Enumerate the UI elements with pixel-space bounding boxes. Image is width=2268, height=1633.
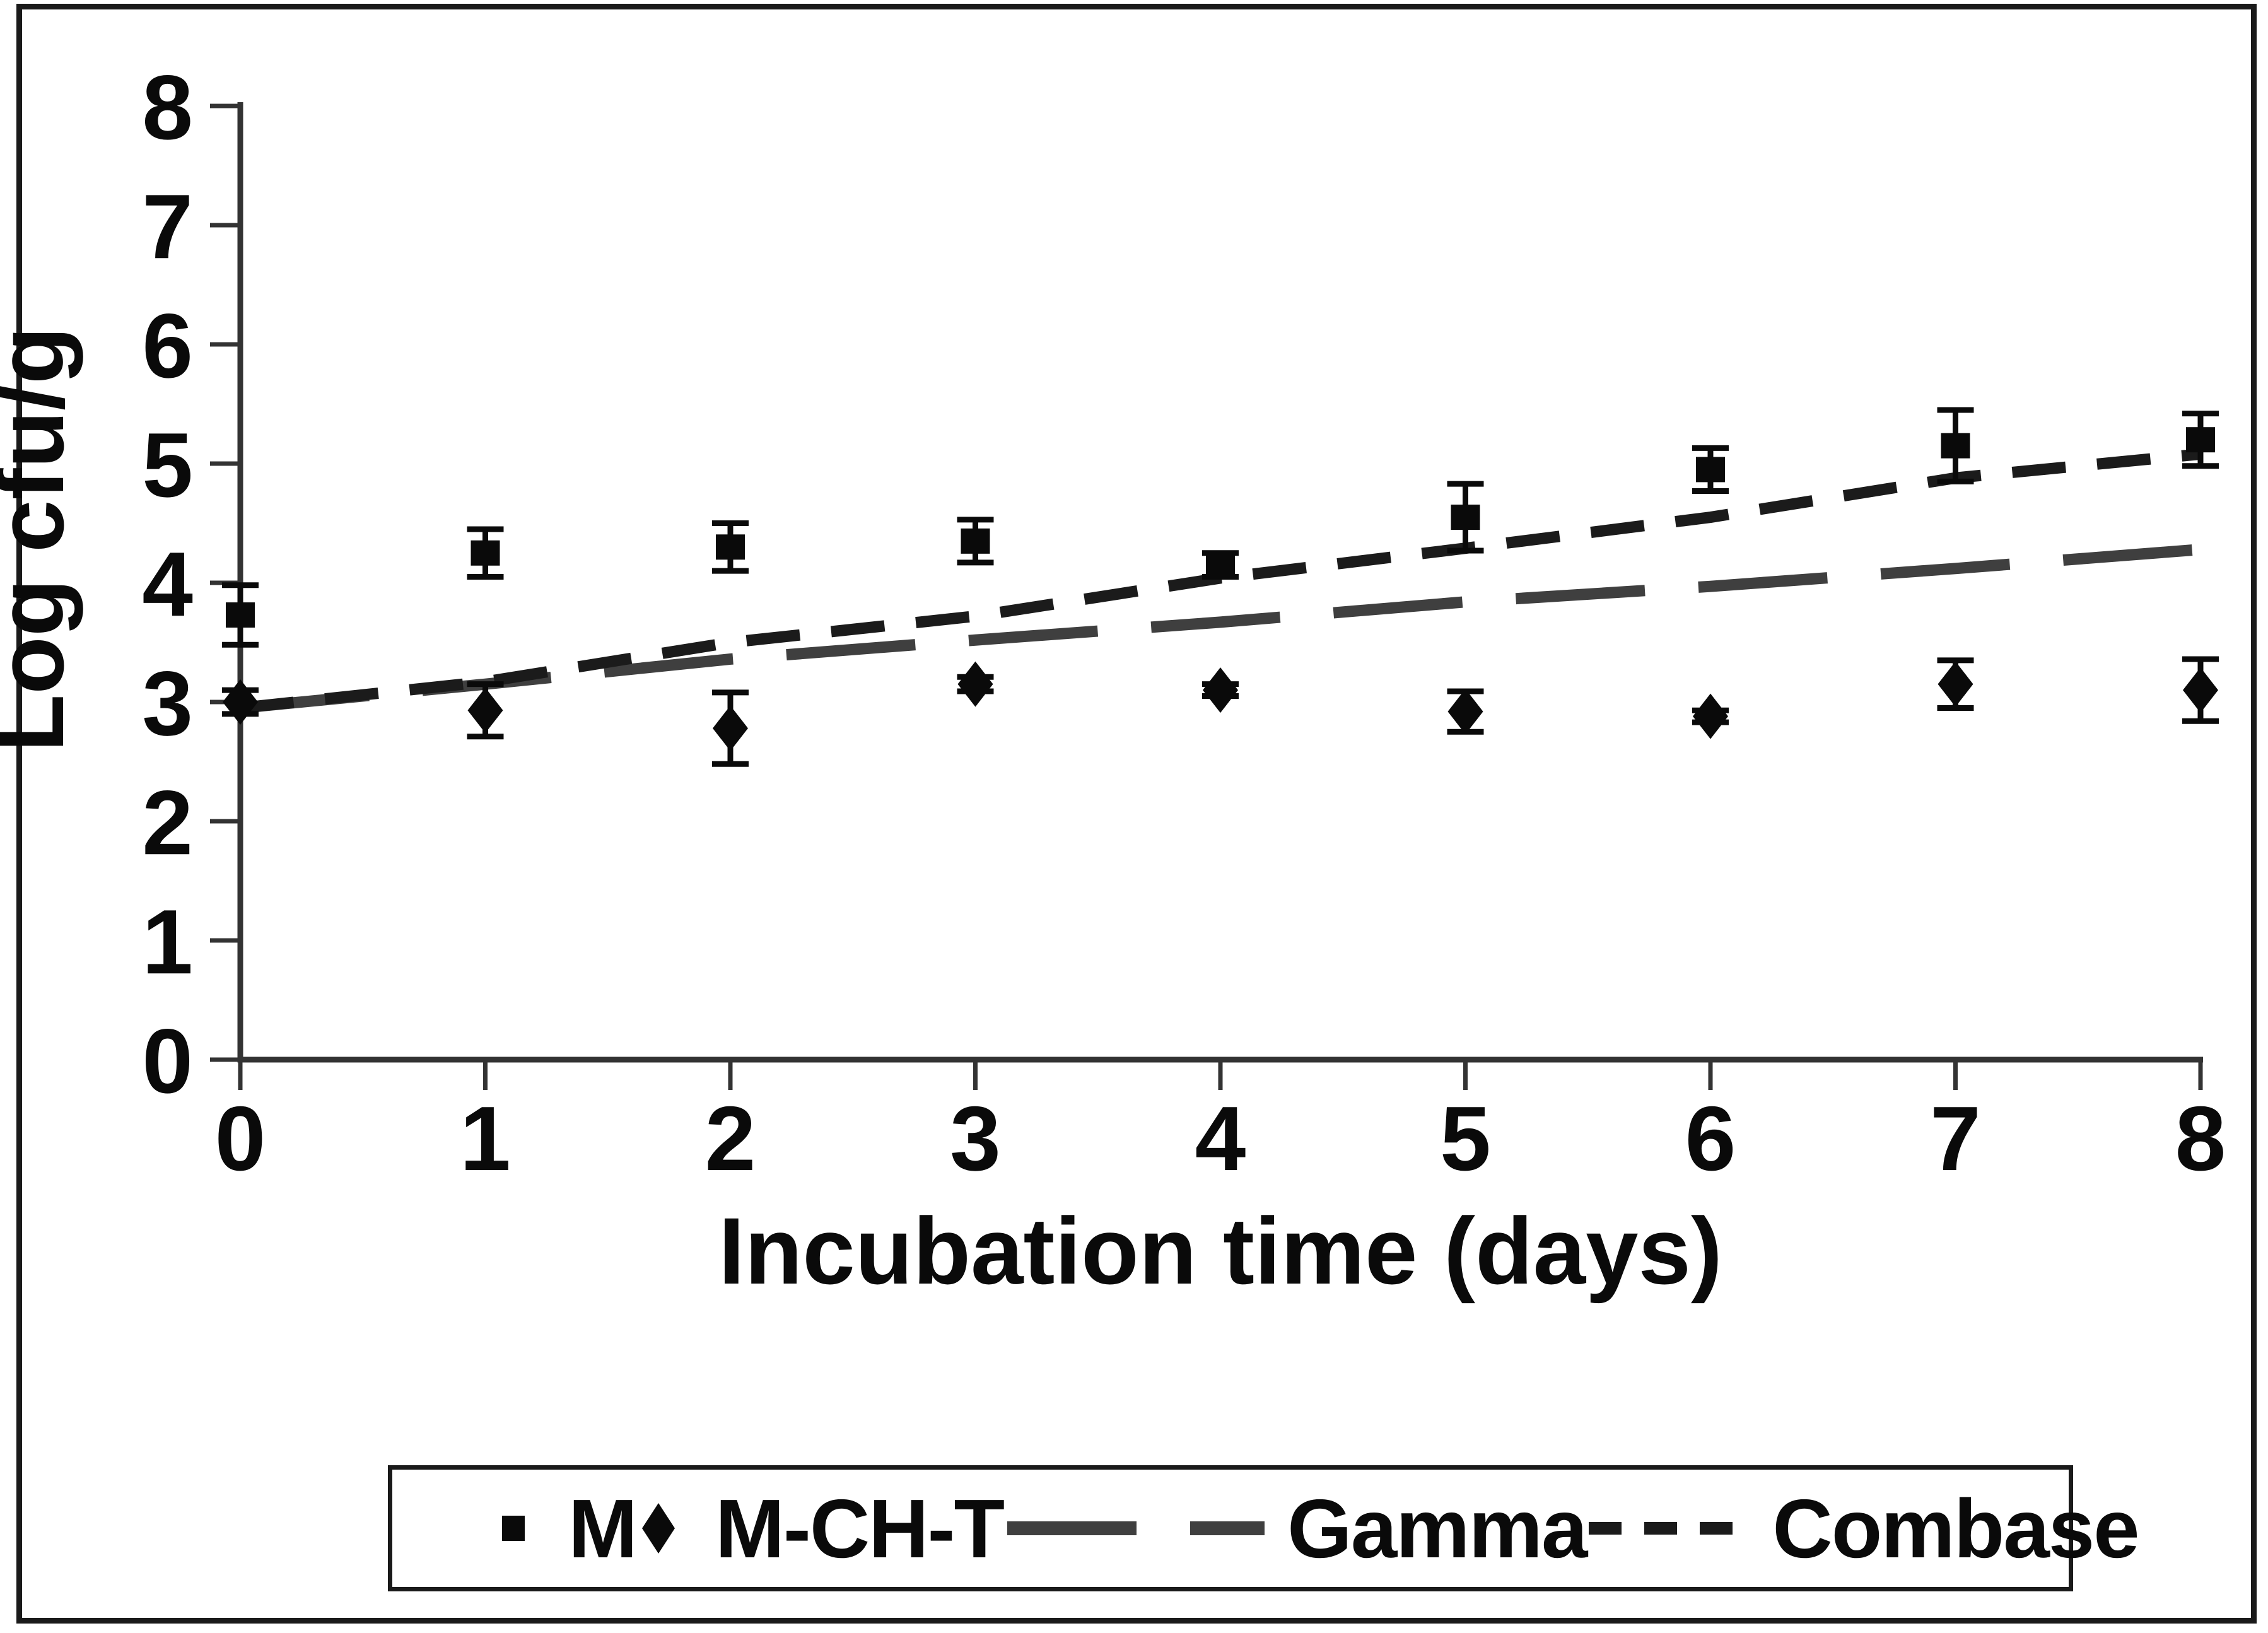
data-point-diamond bbox=[1693, 693, 1728, 739]
x-tick-label: 8 bbox=[2175, 1087, 2226, 1190]
x-tick-label: 3 bbox=[950, 1087, 1001, 1190]
data-point-square bbox=[1451, 505, 1480, 530]
y-tick-label: 0 bbox=[142, 1010, 193, 1112]
y-tick-label: 2 bbox=[142, 771, 193, 874]
legend-item-gamma: Gamma bbox=[1003, 1481, 1587, 1576]
x-tick-label: 4 bbox=[1195, 1087, 1246, 1190]
square-marker-icon bbox=[502, 1516, 525, 1541]
data-point-diamond bbox=[1447, 689, 1483, 735]
x-tick-label: 2 bbox=[705, 1087, 756, 1190]
y-tick-label: 4 bbox=[142, 533, 193, 635]
short-dash-line-icon bbox=[1589, 1522, 1736, 1535]
data-point-square bbox=[471, 540, 500, 566]
legend-item-combase: Combase bbox=[1586, 1481, 2140, 1576]
legend-item-m: M bbox=[493, 1481, 638, 1576]
data-point-square bbox=[226, 602, 255, 628]
data-point-square bbox=[1206, 552, 1235, 578]
data-point-square bbox=[716, 534, 745, 560]
y-tick-label: 1 bbox=[142, 891, 193, 993]
legend-item-m-ch-t: M-CH-T bbox=[636, 1481, 1005, 1576]
line-series-gamma bbox=[240, 544, 2201, 714]
y-axis-title: Log cfu/g bbox=[0, 327, 83, 752]
data-point-diamond bbox=[2183, 667, 2218, 713]
x-tick-label: 6 bbox=[1685, 1087, 1736, 1190]
legend-label-m-ch-t: M-CH-T bbox=[715, 1482, 1005, 1575]
legend: M M-CH-T Gamma Combase bbox=[388, 1465, 2140, 1591]
legend-label-gamma: Gamma bbox=[1287, 1482, 1587, 1575]
y-tick-label: 5 bbox=[142, 414, 193, 516]
legend-label-combase: Combase bbox=[1772, 1482, 2139, 1575]
data-point-diamond bbox=[223, 679, 258, 725]
data-point-diamond bbox=[1203, 667, 1238, 713]
legend-label-m: M bbox=[568, 1482, 638, 1575]
data-point-square bbox=[1696, 457, 1725, 483]
x-tick-label: 7 bbox=[1930, 1087, 1981, 1190]
long-dash-line-icon bbox=[1007, 1521, 1265, 1535]
diamond-marker-icon bbox=[641, 1503, 675, 1554]
y-tick-label: 3 bbox=[142, 652, 193, 754]
x-axis-title: Incubation time (days) bbox=[718, 1198, 1722, 1304]
data-point-diamond bbox=[713, 705, 748, 751]
y-tick-label: 7 bbox=[142, 175, 193, 278]
data-point-diamond bbox=[1938, 661, 1973, 707]
x-tick-label: 0 bbox=[215, 1087, 266, 1190]
y-tick-label: 6 bbox=[142, 295, 193, 397]
data-point-square bbox=[2186, 427, 2215, 453]
data-point-diamond bbox=[467, 688, 503, 734]
data-point-diamond bbox=[957, 661, 993, 707]
x-tick-label: 1 bbox=[460, 1087, 511, 1190]
x-tick-label: 5 bbox=[1440, 1087, 1491, 1190]
y-tick-label: 8 bbox=[142, 56, 193, 158]
data-point-square bbox=[961, 528, 990, 554]
data-point-square bbox=[1941, 433, 1970, 459]
